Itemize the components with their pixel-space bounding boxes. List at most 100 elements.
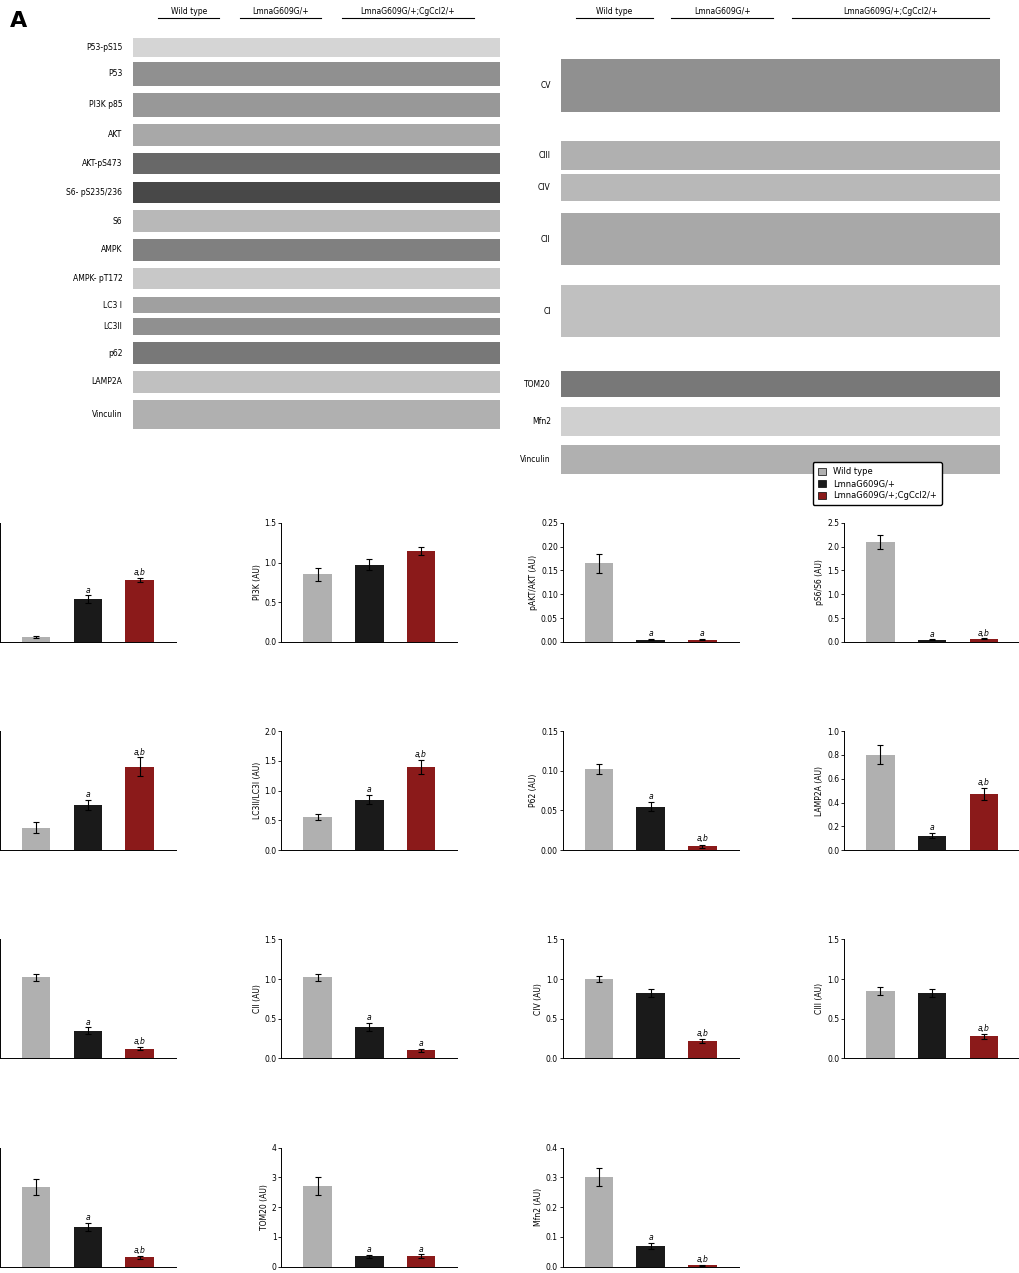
Text: PI3K p85: PI3K p85 <box>89 101 122 109</box>
Text: LC3II: LC3II <box>103 322 122 331</box>
Bar <box>132 210 499 232</box>
Text: a,b: a,b <box>696 834 707 843</box>
Text: LmnaG609G/+;CgCcl2/+: LmnaG609G/+;CgCcl2/+ <box>361 6 454 17</box>
Bar <box>303 817 331 850</box>
Bar <box>303 978 331 1058</box>
Bar <box>407 551 435 642</box>
Bar <box>132 297 499 313</box>
Text: Wild type: Wild type <box>170 6 207 17</box>
Bar <box>132 38 499 57</box>
Text: CV: CV <box>540 81 550 90</box>
Text: a,b: a,b <box>696 1255 707 1264</box>
Bar <box>73 805 102 850</box>
Bar <box>355 799 383 850</box>
Y-axis label: P62 (AU): P62 (AU) <box>529 774 538 807</box>
Bar <box>636 807 664 850</box>
Text: a: a <box>86 586 90 594</box>
Text: CIII: CIII <box>538 150 550 159</box>
Text: a: a <box>419 1245 423 1254</box>
Text: a: a <box>929 824 933 833</box>
Text: a,b: a,b <box>133 1037 146 1046</box>
Bar <box>969 794 997 850</box>
Bar <box>636 639 664 642</box>
Text: p62: p62 <box>108 349 122 358</box>
Bar <box>125 580 154 642</box>
Bar <box>355 1256 383 1267</box>
Bar <box>132 93 499 117</box>
Bar <box>917 993 946 1058</box>
Text: a: a <box>648 629 652 638</box>
Bar <box>688 847 716 850</box>
Bar <box>132 318 499 335</box>
Text: a: a <box>367 1245 371 1254</box>
Bar <box>560 446 999 475</box>
Text: a: a <box>367 785 371 794</box>
Text: a: a <box>699 629 704 638</box>
Text: a,b: a,b <box>133 1246 146 1255</box>
Text: TOM20: TOM20 <box>524 379 550 388</box>
Text: a,b: a,b <box>696 1029 707 1037</box>
Bar <box>560 407 999 435</box>
Bar <box>132 267 499 289</box>
Text: S6- pS235/236: S6- pS235/236 <box>66 188 122 197</box>
Bar <box>560 213 999 266</box>
Bar <box>688 1041 716 1058</box>
Bar <box>917 836 946 850</box>
Text: a,b: a,b <box>415 750 427 759</box>
Bar <box>865 542 894 642</box>
Text: a: a <box>86 1017 90 1026</box>
Bar <box>125 1258 154 1267</box>
Bar <box>132 61 499 85</box>
Bar <box>132 153 499 174</box>
Text: LC3 I: LC3 I <box>103 300 122 309</box>
Y-axis label: pS6/S6 (AU): pS6/S6 (AU) <box>814 559 823 606</box>
Text: P53-pS15: P53-pS15 <box>86 43 122 52</box>
Y-axis label: LAMP2A (AU): LAMP2A (AU) <box>814 765 823 816</box>
Y-axis label: pAKT/AKT (AU): pAKT/AKT (AU) <box>529 555 538 610</box>
Bar <box>73 600 102 642</box>
Bar <box>22 978 50 1058</box>
Text: a: a <box>648 792 652 801</box>
Text: LmnaG609G/+: LmnaG609G/+ <box>252 6 309 17</box>
Y-axis label: Mfn2 (AU): Mfn2 (AU) <box>534 1188 542 1226</box>
Text: a,b: a,b <box>977 1023 988 1032</box>
Text: AKT-pS473: AKT-pS473 <box>82 159 122 168</box>
Bar <box>132 123 499 145</box>
Text: a: a <box>929 630 933 639</box>
Text: CIV: CIV <box>538 183 550 192</box>
Text: a,b: a,b <box>977 778 988 787</box>
Text: CI: CI <box>543 307 550 316</box>
Text: a: a <box>86 791 90 799</box>
Text: a: a <box>648 1234 652 1242</box>
Bar <box>969 639 997 642</box>
Bar <box>132 342 499 364</box>
Bar <box>969 1036 997 1058</box>
Bar <box>917 639 946 642</box>
Bar <box>125 1049 154 1058</box>
Text: LmnaG609G/+: LmnaG609G/+ <box>693 6 750 17</box>
Bar <box>22 827 50 850</box>
Bar <box>132 400 499 429</box>
Text: a,b: a,b <box>133 568 146 577</box>
Bar <box>865 755 894 850</box>
Bar <box>865 990 894 1058</box>
Text: Mfn2: Mfn2 <box>531 418 550 426</box>
Bar <box>584 769 612 850</box>
Text: P53: P53 <box>108 69 122 78</box>
Bar <box>584 564 612 642</box>
Bar <box>688 639 716 642</box>
Text: A: A <box>10 11 28 31</box>
Bar <box>407 766 435 850</box>
Text: a: a <box>419 1039 423 1048</box>
Bar <box>407 1256 435 1267</box>
Text: a: a <box>367 1013 371 1022</box>
Bar <box>560 141 999 169</box>
Text: CII: CII <box>540 234 550 243</box>
Bar <box>355 565 383 642</box>
Bar <box>584 1178 612 1267</box>
Bar <box>560 59 999 112</box>
Text: LmnaG609G/+;CgCcl2/+: LmnaG609G/+;CgCcl2/+ <box>843 6 936 17</box>
Y-axis label: CIV (AU): CIV (AU) <box>534 983 542 1015</box>
Bar <box>355 1026 383 1058</box>
Bar <box>132 239 499 261</box>
